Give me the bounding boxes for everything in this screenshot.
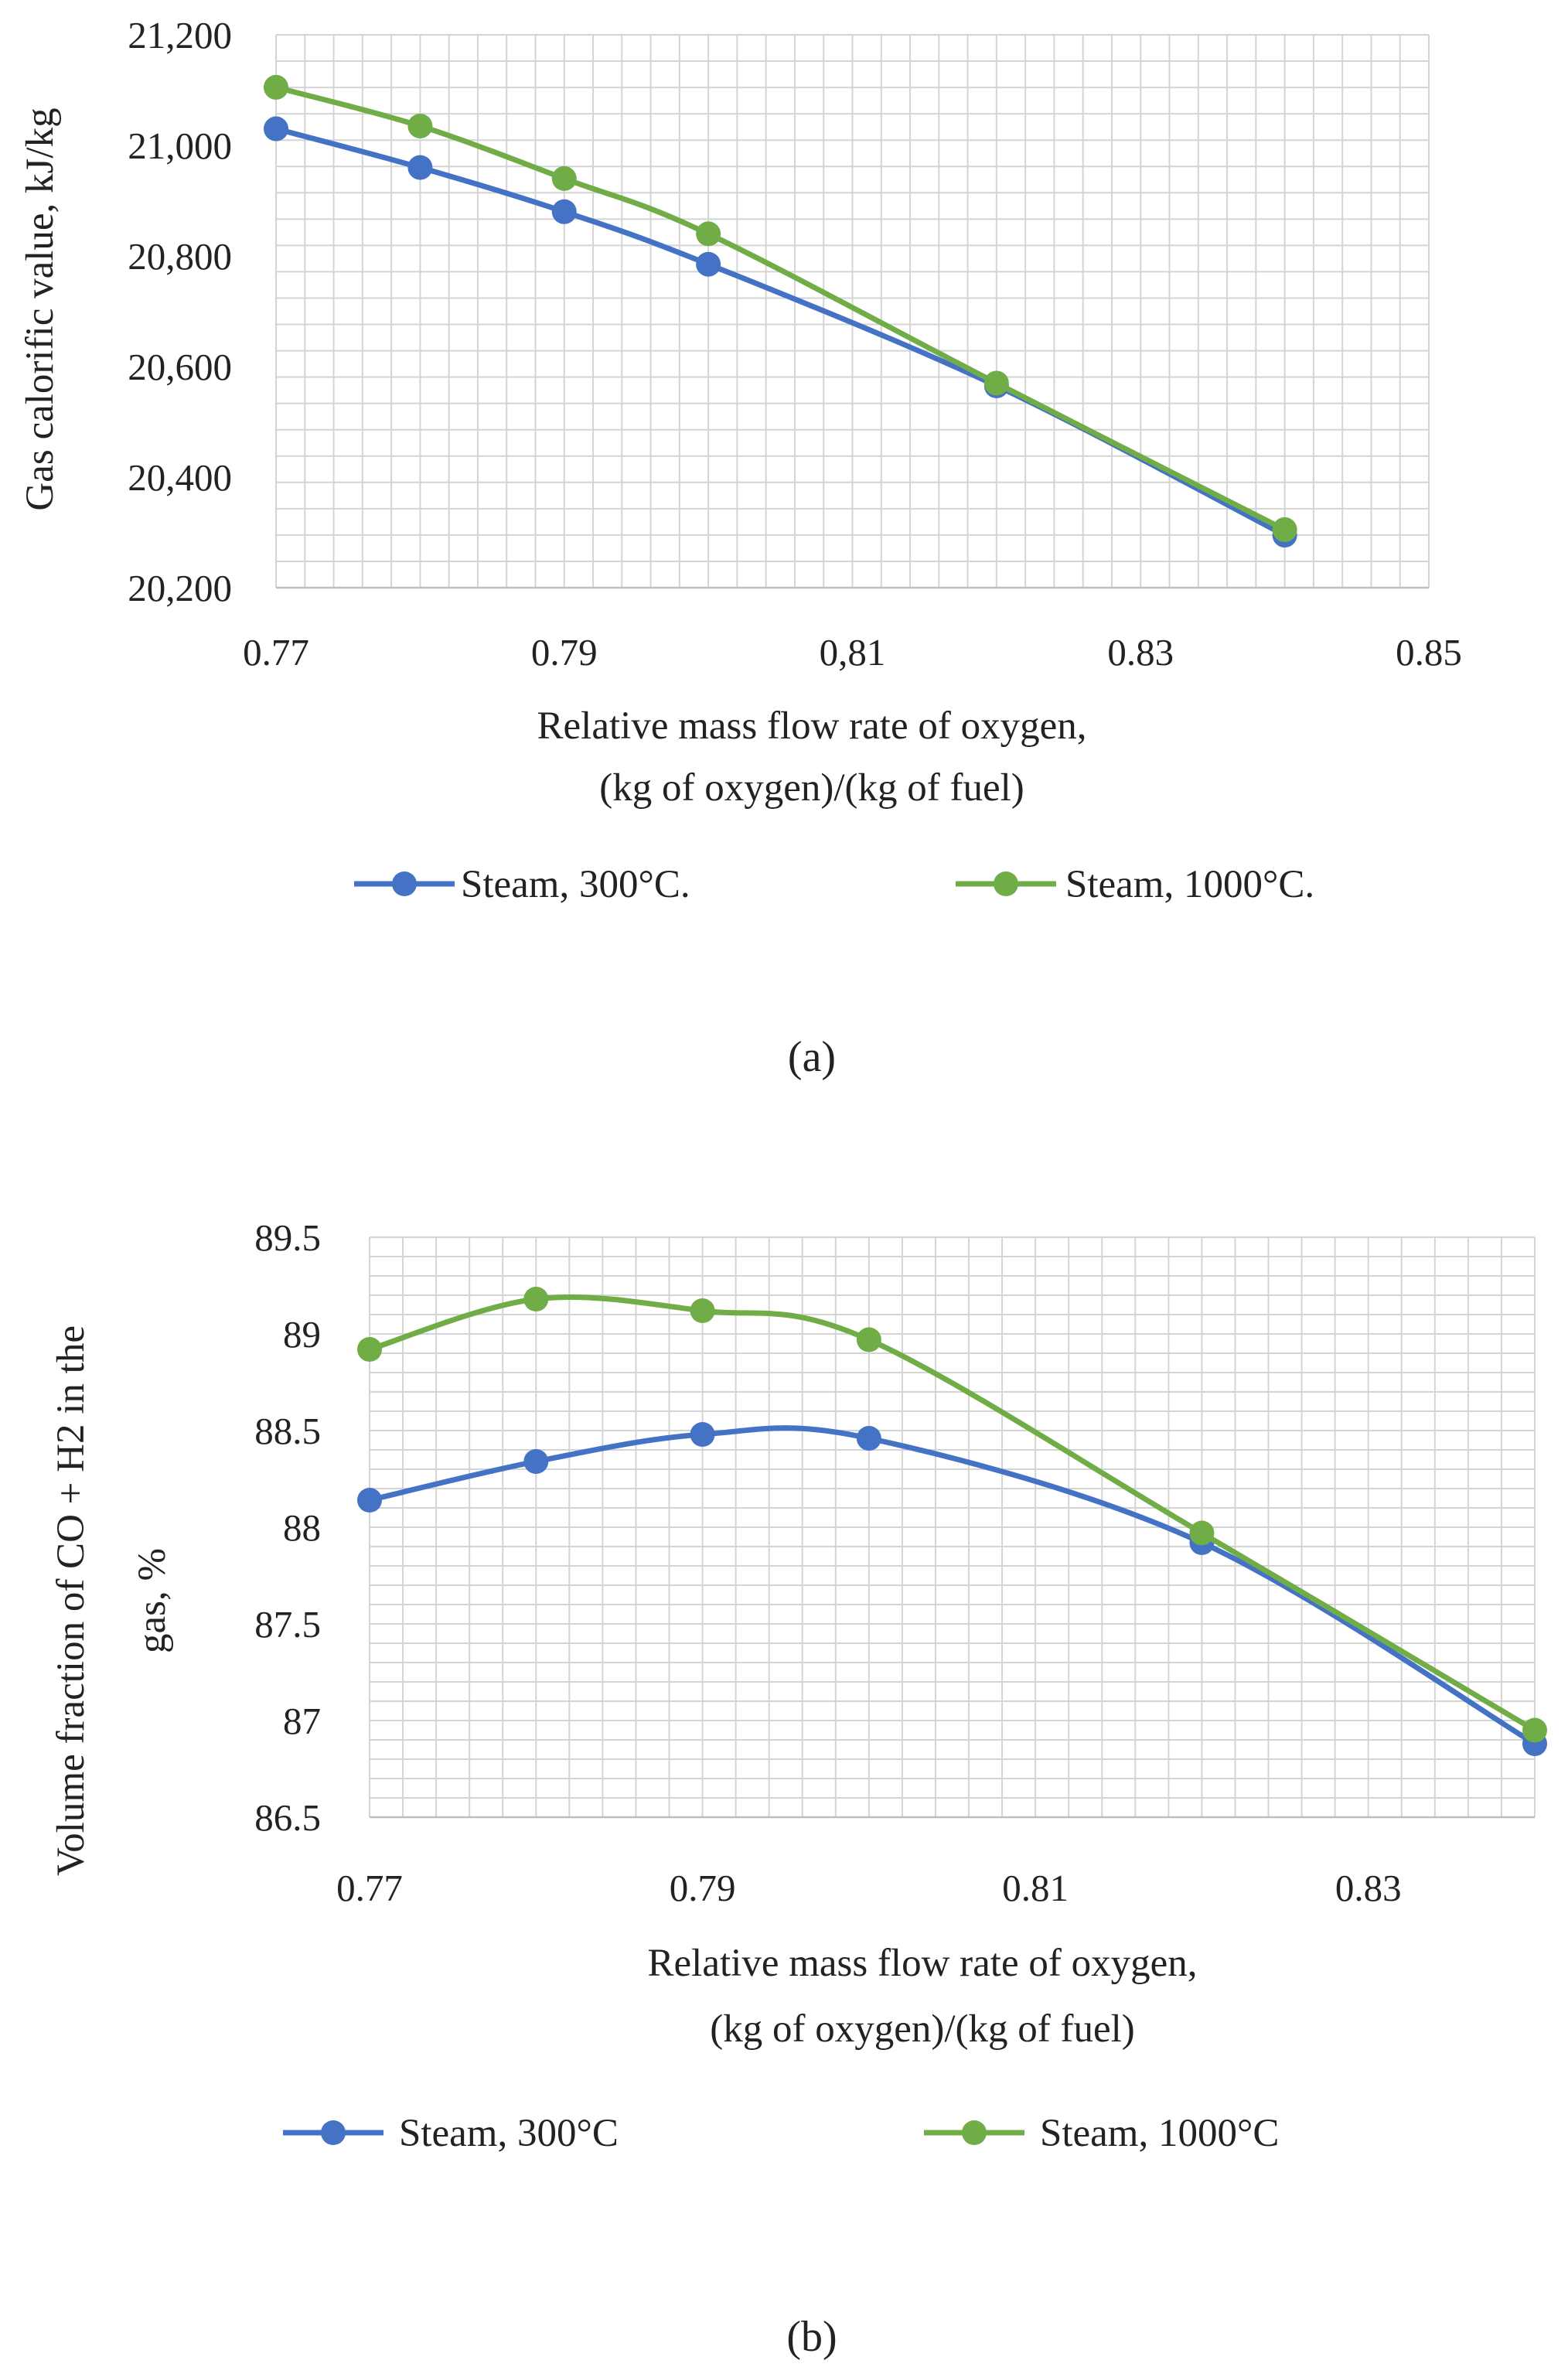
y-tick-label: 21,000 [128, 124, 232, 167]
y-axis-title: Gas calorific value, kJ/kg [19, 107, 62, 510]
data-point [264, 74, 288, 100]
series-steam-1000 [264, 74, 1297, 542]
panel-caption: (a) [788, 1033, 836, 1081]
x-tick-label: 0.77 [243, 631, 309, 674]
data-point [264, 116, 288, 142]
data-point [856, 1426, 881, 1451]
x-tick-label: 0,81 [820, 631, 886, 674]
data-point [523, 1449, 549, 1474]
legend-label: Steam, 1000°C. [1065, 863, 1314, 906]
series-line [366, 1294, 1538, 1733]
x-axis-title: (kg of oxygen)/(kg of fuel) [710, 2007, 1135, 2051]
data-point [690, 1422, 715, 1447]
x-axis-title: Relative mass flow rate of oxygen, [537, 704, 1087, 748]
data-point [696, 251, 721, 277]
data-point [551, 165, 577, 191]
y-tick-label: 88.5 [254, 1410, 321, 1452]
data-point [983, 370, 1009, 396]
gridlines [275, 34, 1430, 588]
y-tick-label: 86.5 [254, 1796, 321, 1839]
y-tick-label: 20,200 [128, 567, 232, 609]
x-tick-label: 0.79 [670, 1867, 736, 1909]
y-axis-title: Volume fraction of CO + H2 in the [49, 1325, 93, 1876]
y-tick-label: 88 [283, 1506, 321, 1549]
y-tick-label: 89 [283, 1313, 321, 1356]
data-point [1189, 1520, 1215, 1546]
chart-panel-b: 86.5 87 87.5 88 88.5 89 89.5 0.77 0.79 0.81 0.83 Vo… [49, 1216, 1547, 2361]
x-tick-label: 0.83 [1335, 1867, 1402, 1909]
legend-marker [321, 2120, 346, 2145]
legend-item: Steam, 300°C [283, 2112, 619, 2155]
y-axis-title: gas, % [131, 1548, 174, 1653]
x-tick-label: 0.83 [1107, 631, 1174, 674]
legend-label: Steam, 300°C [399, 2112, 619, 2155]
data-point [407, 155, 433, 180]
gridlines [369, 1236, 1536, 1818]
chart-panel-a: 20,200 20,400 20,600 20,800 21,000 21,200 0.77… [19, 14, 1462, 1081]
series-line [273, 84, 1288, 533]
y-tick-label: 20,800 [128, 235, 232, 278]
y-tick-label: 89.5 [254, 1216, 321, 1259]
x-axis-title: (kg of oxygen)/(kg of fuel) [599, 766, 1024, 810]
series-line [273, 126, 1288, 538]
data-point [1522, 1717, 1547, 1743]
legend: Steam, 300°C Steam, 1000°C [283, 2112, 1279, 2155]
data-point [696, 221, 721, 247]
legend-label: Steam, 300°C. [461, 863, 690, 906]
data-point [357, 1337, 382, 1362]
y-tick-label: 20,400 [128, 456, 232, 499]
data-point [856, 1327, 881, 1352]
data-point [1272, 517, 1297, 542]
x-tick-label: 0.79 [531, 631, 598, 674]
legend-marker [962, 2120, 987, 2145]
legend-item: Steam, 300°C. [354, 863, 690, 906]
y-tick-label: 21,200 [128, 14, 232, 56]
legend-item: Steam, 1000°C. [956, 863, 1314, 906]
data-point [523, 1287, 549, 1311]
legend-marker [994, 871, 1018, 896]
data-point [690, 1298, 715, 1323]
data-point [407, 113, 433, 138]
legend-marker [392, 871, 417, 896]
x-tick-label: 0.77 [336, 1867, 403, 1909]
panel-caption: (b) [786, 2313, 837, 2361]
data-point [357, 1488, 382, 1513]
x-tick-label: 0.85 [1396, 631, 1462, 674]
x-tick-label: 0.81 [1002, 1867, 1069, 1909]
series-steam-1000 [357, 1287, 1547, 1743]
x-axis-title: Relative mass flow rate of oxygen, [648, 1942, 1198, 1985]
y-tick-label: 87 [283, 1700, 321, 1742]
legend-item: Steam, 1000°C [924, 2112, 1279, 2155]
y-tick-label: 87.5 [254, 1603, 321, 1646]
data-point [551, 199, 577, 224]
y-tick-label: 20,600 [128, 346, 232, 388]
legend-label: Steam, 1000°C [1040, 2112, 1279, 2155]
legend: Steam, 300°C. Steam, 1000°C. [354, 863, 1314, 906]
